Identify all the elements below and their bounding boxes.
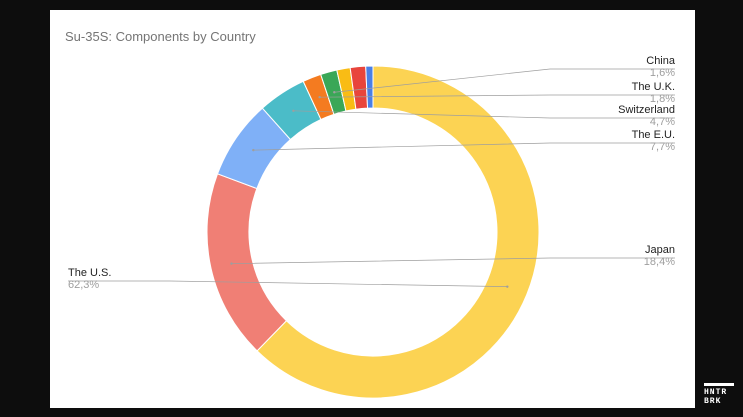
slice-label-name: The U.K. — [632, 81, 675, 93]
slice-label-value: 7,7% — [650, 141, 675, 153]
brand-logo: HNTR BRK — [704, 383, 738, 406]
slice-label-name: Switzerland — [618, 104, 675, 116]
leader-line — [293, 110, 675, 119]
slice-label-name: China — [646, 55, 676, 67]
leader-line — [334, 68, 675, 93]
leader-line — [253, 142, 675, 151]
slice-the-u-s — [256, 65, 540, 399]
leader-line — [231, 257, 675, 264]
slice-label-value: 4,7% — [650, 116, 675, 128]
logo-bar — [704, 383, 734, 386]
logo-line-1: HNTR — [704, 388, 728, 397]
slice-label-value: 1,6% — [650, 67, 675, 79]
leader-line — [68, 280, 508, 287]
slice-label-name: Japan — [645, 244, 675, 256]
leader-dot — [333, 91, 336, 94]
leader-dot — [230, 262, 233, 265]
chart-title: Su-35S: Components by Country — [65, 29, 256, 44]
slice-japan — [206, 173, 288, 352]
slice-label-value: 62,3% — [68, 279, 99, 291]
slice-label-value: 18,4% — [644, 256, 675, 268]
leader-dot — [252, 148, 255, 152]
slice-label-name: The U.S. — [68, 267, 111, 279]
leader-dot — [292, 109, 295, 113]
slice-unlabeled-8 — [365, 65, 374, 109]
leader-dot — [318, 95, 321, 99]
slices-group — [206, 65, 540, 399]
slice-label-value: 1,8% — [650, 93, 675, 105]
donut-chart: Su-35S: Components by Country The U.S.62… — [65, 29, 676, 399]
chart-card: Su-35S: Components by Country The U.S. 62… — [50, 10, 695, 408]
leader-line — [319, 94, 675, 98]
slice-label-name: The E.U. — [632, 129, 675, 141]
leader-dot — [506, 285, 509, 288]
logo-line-2: BRK — [704, 397, 722, 406]
